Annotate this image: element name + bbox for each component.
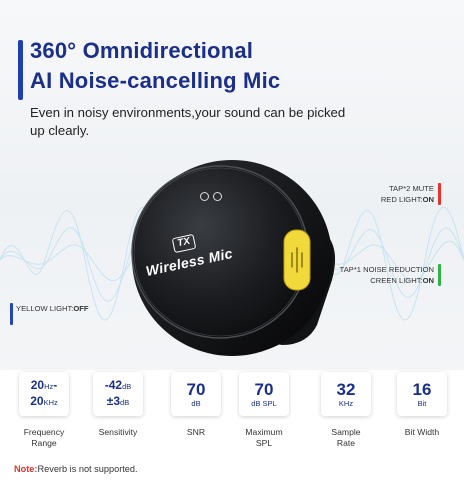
red-light-marker — [438, 183, 441, 205]
spec-snr-unit: dB — [191, 398, 201, 408]
footnote-key: Note: — [14, 464, 38, 474]
spec-frequency-high: 20 — [30, 394, 44, 408]
spec-snr: 70 dB SNR — [158, 372, 234, 438]
spec-frequency-dash: - — [53, 378, 58, 392]
green-light-state: ON — [422, 276, 434, 285]
spec-sensitivity-label: Sensitivity — [98, 427, 138, 437]
subtitle: Even in noisy environments,your sound ca… — [30, 105, 346, 138]
spec-snr-value: 70 — [186, 379, 206, 399]
device-power-icon — [213, 192, 222, 201]
spec-frequency-box: 20 Hz - 20 KHz — [19, 372, 69, 416]
spec-max-spl-box: 70 dB SPL — [239, 372, 289, 416]
spec-sensitivity-value: -42 — [104, 378, 123, 392]
headline-line-1: 360° Omnidirectional — [30, 38, 254, 63]
spec-sample-rate-unit: KHz — [338, 398, 354, 408]
spec-snr-label: SNR — [186, 427, 206, 437]
spec-frequency-low: 20 — [30, 378, 45, 392]
spec-bit-width-box: 16 Bit — [397, 372, 447, 416]
device-status-icon — [200, 192, 209, 201]
yellow-light-marker — [10, 303, 13, 325]
red-light-state: ON — [422, 195, 434, 204]
spec-sensitivity-tolerance: ±3 — [106, 394, 121, 408]
spec-bit-width: 16 Bit Bit Width — [384, 372, 460, 438]
spec-sample-rate-value: 32 — [336, 379, 356, 399]
spec-sensitivity-unit: dB — [122, 382, 132, 391]
spec-frequency-label: Frequency Range — [23, 427, 65, 448]
red-light-callout: TAP*2 MUTE RED LIGHT:ON — [330, 183, 434, 205]
spec-frequency-low-unit: Hz — [44, 382, 54, 391]
green-light-callout: TAP*1 NOISE REDUCTION CREEN LIGHT:ON — [320, 264, 434, 286]
spec-sensitivity-tolerance-unit: dB — [120, 398, 130, 407]
red-light-prefix: RED LIGHT: — [380, 195, 423, 204]
headline-line-2: AI Noise-cancelling Mic — [30, 68, 281, 93]
spec-sensitivity: -42 dB ±3 dB Sensitivity — [80, 372, 156, 438]
spec-row: 20 Hz - 20 KHz Frequency Range -42 dB ±3 dB Se… — [0, 372, 464, 452]
spec-sample-rate: 32 KHz Sample Rate — [308, 372, 384, 449]
footnote: Note:Reverb is not supported. — [14, 464, 138, 474]
spec-bit-width-unit: Bit — [417, 398, 427, 408]
yellow-light-callout: YELLOW LIGHT:OFF — [16, 303, 136, 314]
spec-bit-width-label: Bit Width — [404, 427, 440, 437]
spec-max-spl-value: 70 — [254, 379, 274, 399]
spec-max-spl-label: Maximum SPL — [245, 427, 283, 448]
spec-frequency-range: 20 Hz - 20 KHz Frequency Range — [6, 372, 82, 449]
spec-max-spl-unit: dB SPL — [251, 398, 277, 408]
spec-sample-rate-box: 32 KHz — [321, 372, 371, 416]
wireless-mic-device — [131, 160, 336, 356]
footnote-text: Reverb is not supported. — [37, 464, 138, 474]
yellow-light-state: OFF — [73, 304, 89, 313]
green-light-marker — [438, 264, 441, 286]
green-light-prefix: CREEN LIGHT: — [370, 276, 423, 285]
spec-sample-rate-label: Sample Rate — [331, 427, 361, 448]
yellow-light-prefix: YELLOW LIGHT: — [16, 304, 74, 313]
green-light-action: TAP*1 NOISE REDUCTION — [339, 265, 434, 274]
spec-snr-box: 70 dB — [171, 372, 221, 416]
spec-bit-width-value: 16 — [412, 379, 432, 399]
red-light-action: TAP*2 MUTE — [388, 184, 434, 193]
spec-max-spl: 70 dB SPL Maximum SPL — [226, 372, 302, 449]
spec-sensitivity-box: -42 dB ±3 dB — [93, 372, 143, 416]
spec-frequency-high-unit: KHz — [43, 398, 58, 407]
title-accent-bar — [18, 40, 23, 100]
